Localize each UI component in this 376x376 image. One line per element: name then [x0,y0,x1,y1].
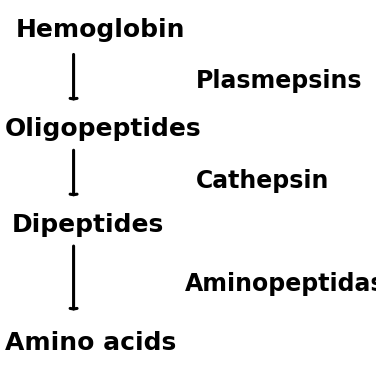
Text: Amino acids: Amino acids [5,331,176,355]
Text: Oligopeptides: Oligopeptides [5,117,201,141]
Text: Dipeptides: Dipeptides [12,213,164,237]
Text: Aminopeptidase: Aminopeptidase [185,272,376,296]
Text: Cathepsin: Cathepsin [196,168,329,193]
Text: Hemoglobin: Hemoglobin [15,18,185,42]
Text: Plasmepsins: Plasmepsins [196,69,362,93]
